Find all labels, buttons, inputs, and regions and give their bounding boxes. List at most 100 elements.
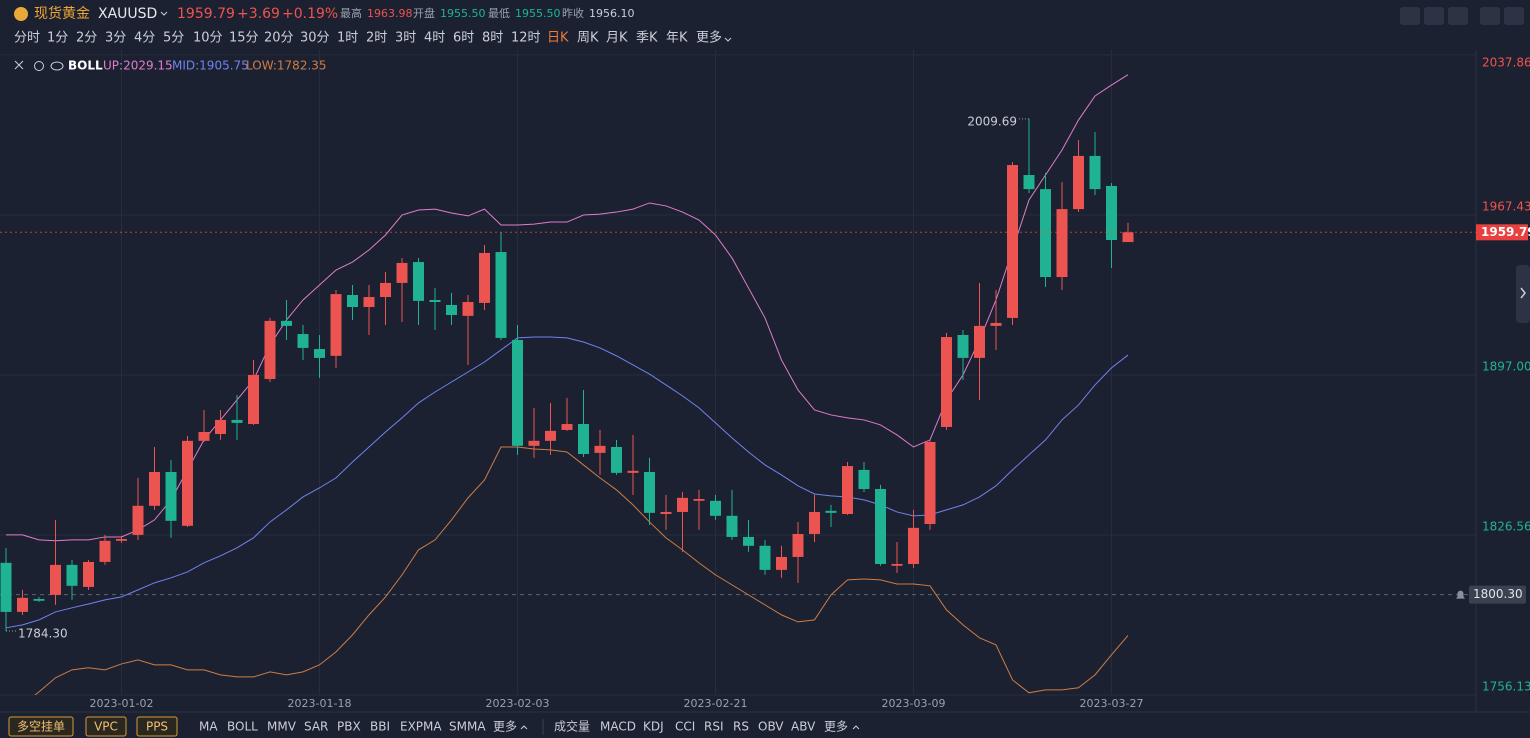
candle-body bbox=[1106, 185, 1117, 241]
candle-body bbox=[809, 511, 820, 534]
x-tick-label: 2023-03-09 bbox=[882, 697, 946, 710]
candle-body bbox=[231, 419, 243, 423]
candle-body bbox=[347, 294, 358, 308]
tool-button[interactable] bbox=[1504, 7, 1524, 25]
symbol-name[interactable]: 现货黄金 bbox=[34, 5, 90, 22]
side-panel-arrow[interactable] bbox=[1520, 287, 1526, 299]
main-indicator-tab[interactable]: PBX bbox=[337, 720, 361, 734]
main-indicator-tab[interactable]: 更多 bbox=[493, 720, 517, 734]
period-tab[interactable]: 30分 bbox=[300, 31, 330, 46]
side-panel-tab[interactable] bbox=[1516, 265, 1530, 323]
bottom-button[interactable] bbox=[8, 716, 74, 737]
sub-indicator-tab[interactable]: 成交量 bbox=[554, 719, 590, 734]
tool-button[interactable] bbox=[1480, 7, 1500, 25]
candle-body bbox=[1040, 189, 1051, 278]
sub-indicator-tab[interactable]: CCI bbox=[675, 720, 695, 734]
candle-body bbox=[776, 556, 787, 570]
candle-body bbox=[759, 545, 771, 570]
period-tab[interactable]: 季K bbox=[636, 31, 658, 46]
symbol-caret[interactable] bbox=[160, 11, 168, 16]
sub-indicator-tab[interactable]: RSI bbox=[704, 720, 724, 734]
period-tab[interactable]: 2时 bbox=[366, 31, 387, 46]
period-tab[interactable]: 12时 bbox=[511, 31, 541, 46]
tool-button[interactable] bbox=[1400, 7, 1420, 25]
candle-body bbox=[182, 440, 193, 526]
tool-button[interactable] bbox=[1448, 7, 1468, 25]
sub-indicator-tab[interactable]: ABV bbox=[791, 720, 816, 734]
period-tab[interactable]: 1时 bbox=[337, 31, 358, 46]
tool-button[interactable] bbox=[1424, 7, 1444, 25]
candle-body bbox=[677, 497, 688, 512]
bottom-button-label[interactable]: PPS bbox=[146, 720, 168, 734]
symbol-code[interactable]: XAUUSD bbox=[98, 6, 157, 22]
main-indicator-tab[interactable]: SMMA bbox=[449, 720, 486, 734]
candle-body bbox=[0, 562, 12, 612]
candle-body bbox=[264, 320, 276, 380]
bottom-button-label[interactable]: 多空挂单 bbox=[17, 720, 65, 734]
period-tab[interactable]: 4时 bbox=[424, 31, 445, 46]
period-tab[interactable]: 1分 bbox=[47, 31, 68, 46]
sub-indicator-tab[interactable]: 更多 bbox=[824, 720, 848, 734]
stat-value: 1956.10 bbox=[589, 7, 635, 20]
stat-label: 最高 bbox=[340, 6, 362, 20]
period-tab[interactable]: 15分 bbox=[229, 31, 259, 46]
period-tab[interactable]: 更多 bbox=[696, 30, 722, 46]
bottom-button-label[interactable]: VPC bbox=[94, 720, 118, 734]
candle-body bbox=[908, 527, 919, 564]
close-indicator[interactable] bbox=[14, 60, 24, 70]
period-tab[interactable]: 4分 bbox=[134, 31, 155, 46]
candle-body bbox=[1122, 232, 1134, 243]
period-tab[interactable]: 日K bbox=[547, 31, 569, 46]
candle-body bbox=[83, 561, 94, 587]
boll-line bbox=[5, 336, 1129, 629]
period-tab[interactable]: 3分 bbox=[105, 31, 126, 46]
sub-indicator-tab[interactable]: MACD bbox=[600, 720, 636, 734]
period-tab[interactable]: 10分 bbox=[193, 31, 223, 46]
x-tick-label: 2023-01-18 bbox=[288, 697, 352, 710]
period-tab[interactable]: 年K bbox=[666, 31, 688, 46]
period-tab[interactable]: 8时 bbox=[482, 31, 503, 46]
main-indicator-tab[interactable]: MMV bbox=[267, 720, 297, 734]
x-tick-label: 2023-01-02 bbox=[90, 697, 154, 710]
stat-value: 1955.50 bbox=[440, 7, 486, 20]
period-tab[interactable]: 20分 bbox=[264, 31, 294, 46]
bottom-button[interactable] bbox=[136, 716, 178, 737]
candle-body bbox=[1056, 209, 1068, 278]
candle-body bbox=[644, 471, 655, 513]
settings-icon[interactable] bbox=[34, 61, 44, 71]
candle-body bbox=[825, 510, 837, 513]
period-tab[interactable]: 2分 bbox=[76, 31, 97, 46]
main-indicator-tab[interactable]: MA bbox=[199, 720, 218, 734]
main-indicator-tab[interactable]: EXPMA bbox=[400, 720, 442, 734]
period-tab[interactable]: 分时 bbox=[14, 31, 40, 46]
candle-body bbox=[594, 445, 606, 453]
alert-label: 1800.30 bbox=[1473, 587, 1523, 601]
sub-indicator-tab[interactable]: RS bbox=[733, 720, 749, 734]
candle-body bbox=[792, 533, 804, 557]
sub-indicator-tab[interactable]: KDJ bbox=[643, 720, 664, 734]
candle-body bbox=[710, 500, 721, 516]
stat-value: 1955.50 bbox=[515, 7, 561, 20]
bottom-button[interactable] bbox=[85, 716, 127, 737]
last-price-label: 1959.79 bbox=[1481, 225, 1530, 239]
period-tab[interactable]: 6时 bbox=[453, 31, 474, 46]
sub-indicator-tab[interactable]: OBV bbox=[758, 720, 784, 734]
candle-body bbox=[297, 334, 309, 348]
candle-body bbox=[149, 471, 160, 506]
candle-body bbox=[611, 446, 622, 473]
period-tab[interactable]: 周K bbox=[577, 31, 599, 46]
period-tab[interactable]: 3时 bbox=[395, 31, 416, 46]
candle-body bbox=[1089, 155, 1101, 190]
alert-bell[interactable] bbox=[1456, 590, 1465, 599]
candle-body bbox=[248, 374, 259, 425]
main-indicator-tab[interactable]: SAR bbox=[304, 720, 328, 734]
x-tick-label: 2023-02-03 bbox=[486, 697, 550, 710]
period-tab[interactable]: 5分 bbox=[163, 31, 184, 46]
candle-body bbox=[627, 470, 639, 473]
main-indicator-tab[interactable]: BBI bbox=[370, 720, 390, 734]
main-indicator-tab[interactable]: BOLL bbox=[227, 720, 258, 734]
candle-body bbox=[479, 252, 490, 303]
period-tab[interactable]: 月K bbox=[606, 31, 628, 46]
visibility-icon[interactable] bbox=[50, 61, 64, 71]
